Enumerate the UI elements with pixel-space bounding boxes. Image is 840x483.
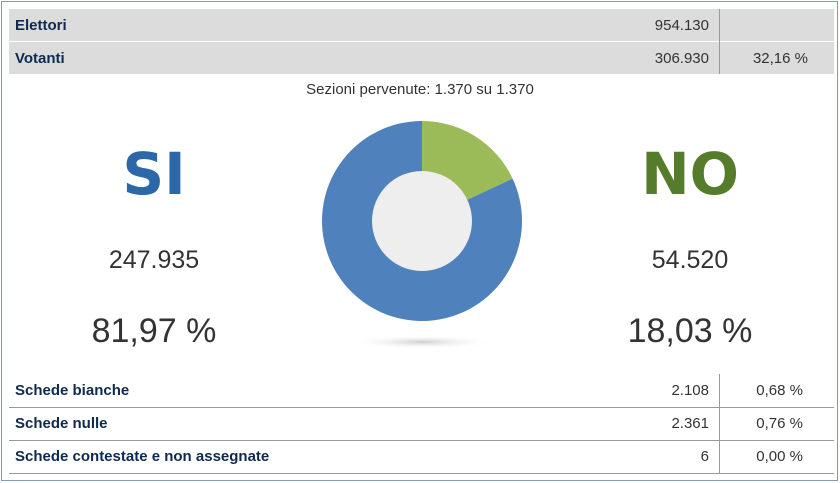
row-divider — [9, 473, 834, 474]
si-percent: 81,97 % — [91, 312, 217, 350]
detail-label: Schede nulle — [15, 415, 108, 432]
votanti-row: Votanti 306.930 32,16 % — [9, 42, 834, 74]
detail-row-contestate: Schede contestate e non assegnate 6 0,00… — [9, 440, 834, 473]
donut-shadow — [350, 335, 494, 349]
detail-value: 2.108 — [671, 382, 709, 399]
detail-percent: 0,00 % — [756, 448, 803, 465]
votanti-value: 306.930 — [654, 50, 709, 67]
detail-label: Schede contestate e non assegnate — [15, 448, 270, 465]
elettori-row: Elettori 954.130 — [9, 9, 834, 41]
no-label: NO — [641, 140, 739, 208]
column-divider — [719, 9, 720, 74]
row-divider — [9, 407, 834, 408]
elettori-label: Elettori — [15, 17, 67, 34]
detail-value: 2.361 — [671, 415, 709, 432]
no-percent: 18,03 % — [627, 312, 753, 350]
detail-percent: 0,68 % — [756, 382, 803, 399]
detail-row-bianche: Schede bianche 2.108 0,68 % — [9, 374, 834, 407]
no-votes: 54.520 — [651, 246, 729, 274]
votanti-percent: 32,16 % — [752, 50, 808, 67]
detail-label: Schede bianche — [15, 382, 130, 399]
column-divider — [719, 374, 720, 473]
votanti-label: Votanti — [15, 50, 65, 67]
donut-hole — [372, 171, 472, 271]
detail-row-nulle: Schede nulle 2.361 0,76 % — [9, 407, 834, 440]
elettori-value: 954.130 — [654, 17, 709, 34]
sezioni-pervenute: Sezioni pervenute: 1.370 su 1.370 — [306, 81, 534, 98]
si-label: SI — [122, 140, 186, 208]
detail-percent: 0,76 % — [756, 415, 803, 432]
si-votes: 247.935 — [108, 246, 200, 274]
detail-value: 6 — [700, 448, 709, 465]
row-divider — [9, 440, 834, 441]
donut-chart — [322, 121, 522, 349]
